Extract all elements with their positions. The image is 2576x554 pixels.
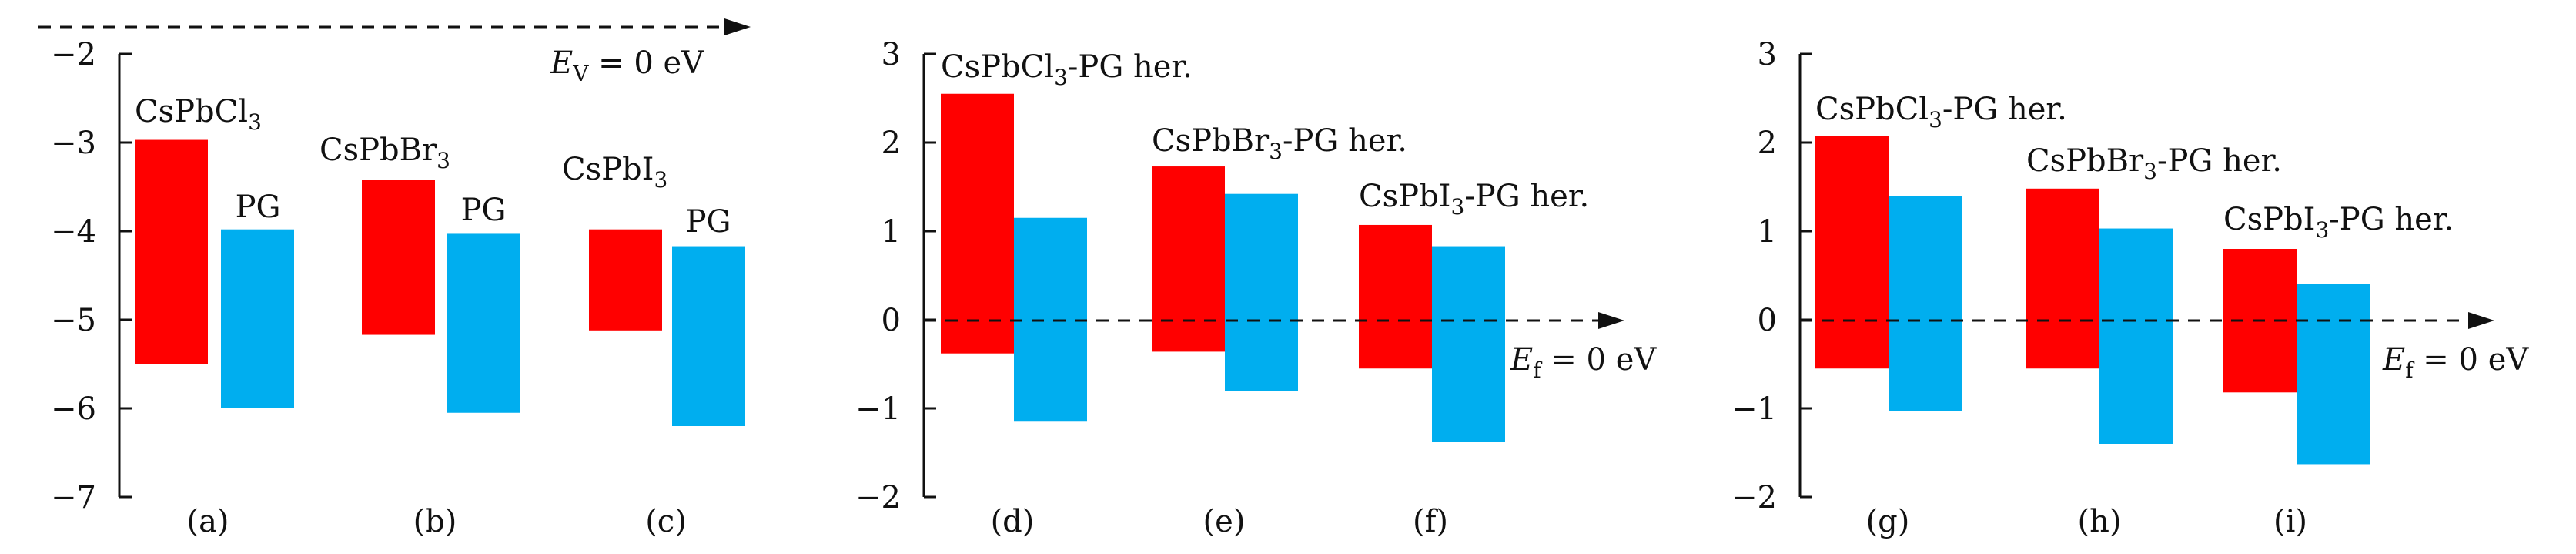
y-tick-label: 0 — [1758, 303, 1777, 338]
bar-h-perovskite — [2026, 188, 2099, 369]
panel-label-g: (g) — [1866, 504, 1910, 539]
heterostructure-label-d: CsPbCl3-PG her. — [941, 49, 1193, 90]
bar-e-pg — [1225, 193, 1298, 391]
bar-label-b-perovskite: CsPbBr3 — [319, 133, 450, 173]
panel-label-a: (a) — [186, 504, 229, 539]
bar-b-pg — [447, 233, 520, 413]
heterostructure-label-i: CsPbI3-PG her. — [2223, 202, 2454, 243]
y-tick-label: 2 — [1758, 126, 1777, 161]
y-tick-label: −1 — [1731, 391, 1777, 427]
bar-label-a-perovskite: CsPbCl3 — [135, 94, 262, 135]
y-tick-label: −6 — [51, 391, 96, 427]
y-tick-label: 1 — [882, 214, 901, 250]
y-tick-label: −2 — [1731, 480, 1777, 515]
bar-e-perovskite — [1152, 166, 1225, 352]
panel-middle-chart: −2 −1 0 1 2 3 CsPbCl3-PG her. (d) CsPbBr3-PG her… — [855, 37, 1657, 539]
y-tick-label: 3 — [1758, 37, 1777, 72]
heterostructure-label-f: CsPbI3-PG her. — [1359, 179, 1589, 220]
y-tick-label: −7 — [51, 480, 96, 515]
bar-a-perovskite — [135, 139, 208, 364]
arrow-head-icon — [2468, 312, 2494, 329]
bar-label-c-perovskite: CsPbI3 — [562, 152, 667, 193]
bar-c-pg — [672, 246, 745, 426]
panel-left-chart: −7 −6 −5 −4 −3 −2 CsPbCl3 PG (a) CsPbBr3 PG (b) CsPb… — [38, 18, 751, 539]
y-tick-label: −2 — [51, 37, 96, 72]
panel-label-e: (e) — [1203, 504, 1246, 539]
bar-label-a-pg: PG — [236, 190, 281, 225]
bar-b-perovskite — [362, 180, 435, 335]
heterostructure-label-e: CsPbBr3-PG her. — [1152, 123, 1407, 164]
bar-h-pg — [2099, 228, 2173, 444]
panel-right-chart: −2 −1 0 1 2 3 CsPbCl3-PG her. (g) CsPbBr3-PG her… — [1731, 37, 2529, 539]
arrow-head-icon — [724, 18, 751, 35]
bar-d-perovskite — [941, 93, 1014, 354]
heterostructure-label-h: CsPbBr3-PG her. — [2026, 143, 2282, 184]
y-tick-label: −3 — [51, 126, 96, 161]
y-tick-label: −5 — [51, 303, 96, 338]
bar-label-b-pg: PG — [461, 193, 507, 228]
y-tick-label: 2 — [882, 126, 901, 161]
reference-label: EV = 0 eV — [550, 45, 704, 86]
bar-f-pg — [1432, 246, 1505, 442]
bar-label-c-pg: PG — [686, 204, 731, 240]
y-tick-label: 3 — [882, 37, 901, 72]
panel-label-h: (h) — [2078, 504, 2122, 539]
bar-i-pg — [2297, 284, 2370, 465]
bar-f-perovskite — [1359, 224, 1432, 369]
bar-g-pg — [1889, 196, 1962, 411]
panel-label-f: (f) — [1413, 504, 1448, 539]
panel-label-d: (d) — [991, 504, 1035, 539]
panel-label-i: (i) — [2273, 504, 2307, 539]
heterostructure-label-g: CsPbCl3-PG her. — [1815, 92, 2067, 133]
panel-label-c: (c) — [645, 504, 687, 539]
bar-c-perovskite — [589, 229, 662, 331]
reference-label: Ef = 0 eV — [2382, 342, 2529, 383]
y-tick-label: 0 — [882, 303, 901, 338]
panel-label-b: (b) — [413, 504, 457, 539]
y-tick-label: −2 — [855, 480, 901, 515]
bar-a-pg — [221, 229, 294, 408]
y-tick-label: −4 — [51, 214, 96, 250]
reference-label: Ef = 0 eV — [1510, 342, 1657, 383]
arrow-head-icon — [1598, 312, 1624, 329]
bar-g-perovskite — [1815, 136, 1889, 369]
y-tick-label: −1 — [855, 391, 901, 427]
y-tick-label: 1 — [1758, 214, 1777, 250]
